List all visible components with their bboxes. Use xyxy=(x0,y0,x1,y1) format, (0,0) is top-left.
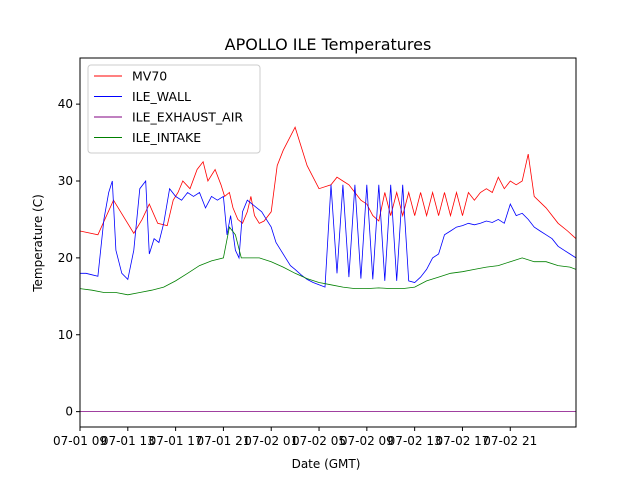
y-tick-label: 0 xyxy=(65,405,73,419)
x-tick-label: 07-01 17 xyxy=(149,434,203,448)
x-axis-label: Date (GMT) xyxy=(292,457,361,471)
series-line-ile-wall xyxy=(80,179,576,288)
legend-label: ILE_INTAKE xyxy=(132,130,201,145)
legend-box xyxy=(87,64,261,154)
x-tick-label: 07-01 21 xyxy=(196,434,250,448)
x-tick-label: 07-02 05 xyxy=(292,434,346,448)
x-tick-label: 07-02 21 xyxy=(483,434,537,448)
chart-title: APOLLO ILE Temperatures xyxy=(225,35,432,54)
y-tick-label: 20 xyxy=(58,251,73,265)
x-tick-label: 07-02 17 xyxy=(435,434,489,448)
plot-area xyxy=(80,126,576,413)
y-axis-label: Temperature (C) xyxy=(31,194,45,293)
y-tick-label: 40 xyxy=(58,97,73,111)
x-tick-label: 07-02 01 xyxy=(244,434,298,448)
y-tick-label: 30 xyxy=(58,174,73,188)
legend-label: MV70 xyxy=(132,69,167,84)
x-tick-label: 07-02 09 xyxy=(340,434,394,448)
legend-label: ILE_EXHAUST_AIR xyxy=(132,110,243,125)
y-tick-label: 10 xyxy=(58,328,73,342)
legend-label: ILE_WALL xyxy=(132,89,191,104)
x-tick-label: 07-02 13 xyxy=(388,434,442,448)
series-line-ile-intake xyxy=(80,226,576,296)
x-tick-label: 07-01 09 xyxy=(53,434,107,448)
x-tick-label: 07-01 13 xyxy=(101,434,155,448)
legend: MV70 ILE_WALL ILE_EXHAUST_AIR ILE_INTAKE xyxy=(87,64,261,154)
axes-frame xyxy=(79,57,577,428)
series-line-mv70 xyxy=(80,126,576,239)
